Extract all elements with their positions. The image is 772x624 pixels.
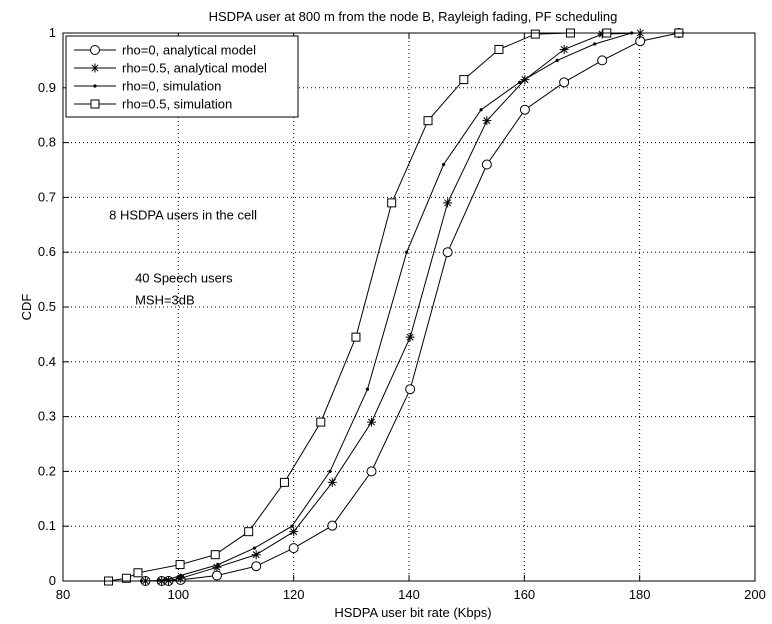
y-tick-label: 0.3 — [38, 409, 56, 424]
data-point-square — [175, 560, 185, 570]
data-point-star — [164, 575, 174, 585]
y-axis-label: CDF — [19, 294, 34, 321]
axis-ticks: 80 100 120 140 160 180 200 0 0.1 0.2 0.3 0.4 0.5 0.6 0… — [38, 25, 766, 602]
y-tick-label: 0.7 — [38, 189, 56, 204]
data-point-star — [405, 332, 415, 342]
x-tick-label: 120 — [283, 587, 305, 602]
data-point-star — [443, 198, 453, 208]
legend-label: rho=0, simulation — [122, 79, 221, 94]
data-point-square — [133, 568, 143, 578]
data-point-star — [212, 562, 222, 572]
data-point-square — [351, 332, 361, 342]
data-point-dot — [216, 562, 220, 567]
annotations: 8 HSDPA users in the cell 40 Speech users… — [109, 207, 257, 307]
legend: rho=0, analytical model rho=0.5, analytic… — [65, 35, 299, 118]
legend-entry: rho=0, simulation — [74, 79, 221, 94]
data-point-circle — [597, 55, 608, 66]
x-tick-label: 140 — [398, 587, 420, 602]
legend-label: rho=0, analytical model — [122, 43, 256, 58]
data-point-star — [597, 29, 607, 39]
annotation-text: 40 Speech users — [135, 270, 233, 285]
data-point-star — [90, 63, 100, 73]
data-point-square — [279, 477, 289, 487]
x-tick-label: 80 — [56, 587, 70, 602]
x-tick-label: 100 — [167, 587, 189, 602]
data-point-circle — [442, 247, 453, 258]
data-point-dot — [179, 573, 183, 578]
data-point-circle — [327, 520, 338, 531]
y-tick-label: 0.2 — [38, 463, 56, 478]
data-point-square — [121, 573, 131, 583]
data-point-dot — [405, 250, 409, 254]
data-point-star — [482, 116, 492, 126]
data-point-dot — [518, 80, 522, 84]
y-tick-label: 0 — [49, 573, 56, 588]
x-axis-label: HSDPA user bit rate (Kbps) — [334, 605, 491, 620]
annotation-text: MSH=3dB — [135, 292, 195, 307]
data-point-square — [387, 198, 397, 208]
data-point-square — [210, 550, 220, 560]
legend-entry: rho=0.5, analytical model — [74, 61, 267, 76]
y-tick-label: 0.4 — [38, 354, 56, 369]
y-tick-label: 0.8 — [38, 135, 56, 150]
legend-label: rho=0.5, analytical model — [122, 61, 267, 76]
y-tick-label: 1 — [49, 25, 56, 40]
data-point-circle — [635, 36, 646, 47]
data-point-dot — [156, 578, 160, 583]
data-point-circle — [211, 570, 222, 581]
data-point-square — [530, 29, 540, 39]
data-point-square — [423, 116, 433, 126]
x-tick-label: 200 — [744, 587, 766, 602]
x-tick-label: 160 — [513, 587, 535, 602]
data-point-square — [494, 44, 504, 54]
y-tick-label: 0.5 — [38, 299, 56, 314]
data-point-dot — [252, 546, 257, 550]
y-tick-label: 0.6 — [38, 244, 56, 259]
data-point-square — [459, 75, 469, 85]
data-point-dot — [442, 162, 446, 167]
data-point-circle — [481, 159, 492, 170]
legend-entry: rho=0.5, simulation — [74, 97, 232, 112]
annotation-text: 8 HSDPA users in the cell — [109, 207, 257, 222]
y-tick-label: 0.1 — [38, 518, 56, 533]
data-point-star — [251, 550, 261, 560]
data-point-square — [90, 99, 100, 109]
data-point-circle — [366, 466, 377, 477]
data-point-star — [559, 44, 569, 54]
data-point-dot — [593, 42, 597, 46]
legend-entry: rho=0, analytical model — [74, 43, 256, 58]
data-point-circle — [251, 561, 262, 572]
data-point-star — [176, 573, 186, 583]
data-point-dot — [93, 84, 97, 88]
data-point-dot — [290, 524, 294, 528]
data-point-circle — [90, 45, 100, 55]
data-point-star — [367, 417, 377, 427]
data-point-square — [316, 417, 326, 427]
data-point-circle — [405, 384, 416, 395]
x-tick-label: 180 — [629, 587, 651, 602]
data-point-circle — [288, 543, 299, 554]
data-point-star — [327, 477, 337, 487]
data-point-dot — [328, 469, 332, 473]
data-point-square — [244, 527, 254, 537]
chart-title: HSDPA user at 800 m from the node B, Ray… — [209, 9, 618, 24]
y-tick-label: 0.9 — [38, 80, 56, 95]
data-point-star — [289, 527, 299, 537]
data-point-dot — [479, 108, 483, 112]
data-point-circle — [559, 77, 570, 88]
data-point-dot — [365, 387, 370, 391]
data-point-dot — [555, 58, 559, 63]
legend-label: rho=0.5, simulation — [122, 97, 232, 112]
data-point-circle — [519, 104, 530, 115]
grid — [63, 33, 755, 581]
